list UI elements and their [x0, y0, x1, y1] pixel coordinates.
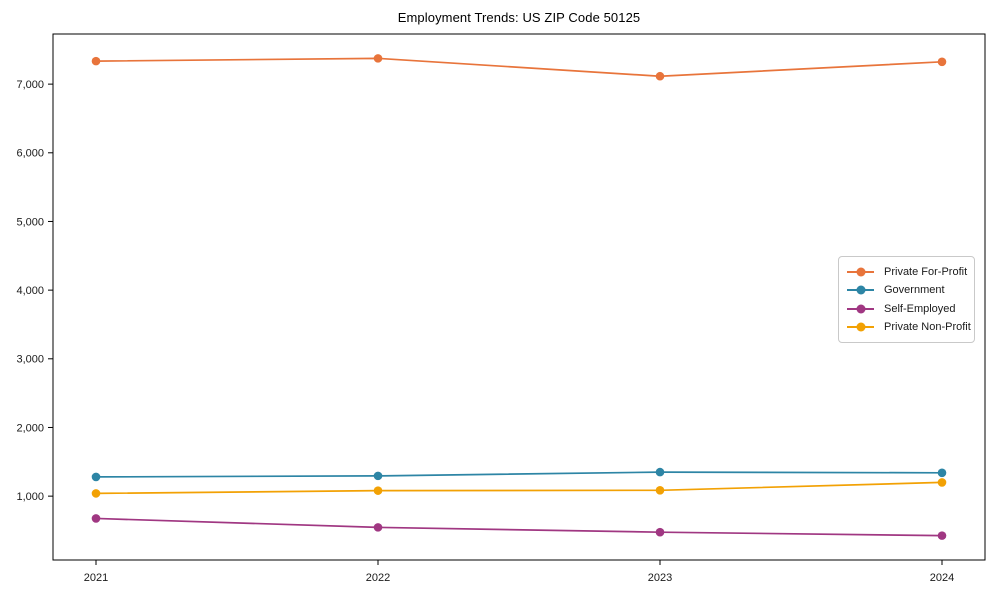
data-point-private-for-profit [91, 56, 101, 66]
series-line-private-for-profit [95, 57, 943, 78]
legend-swatch-icon [847, 304, 874, 314]
data-point-self-employed [91, 514, 101, 523]
data-point-government [937, 468, 947, 478]
data-point-private-for-profit [373, 54, 383, 63]
data-point-government [91, 472, 101, 482]
data-point-government [373, 471, 383, 481]
x-tick-label: 2023 [648, 572, 672, 584]
data-point-private-for-profit [655, 71, 665, 81]
data-point-private-non-profit [937, 478, 947, 487]
legend-swatch-icon [847, 322, 874, 332]
y-tick-label: 1,000 [16, 491, 44, 503]
legend-label: Private For-Profit [884, 266, 968, 279]
chart-title: Employment Trends: US ZIP Code 50125 [397, 10, 641, 25]
plot-border [52, 33, 986, 561]
data-point-private-non-profit [91, 489, 101, 498]
x-tick-label: 2024 [930, 572, 954, 584]
y-tick-label: 6,000 [16, 148, 44, 160]
y-tick-label: 3,000 [16, 354, 44, 366]
data-point-self-employed [655, 527, 665, 537]
y-tick-label: 4,000 [16, 285, 44, 297]
data-point-government [655, 467, 665, 477]
series-line-private-non-profit [95, 481, 943, 495]
data-point-private-non-profit [373, 486, 383, 495]
series-line-government [95, 471, 943, 478]
data-point-self-employed [373, 523, 383, 532]
legend-item-private-for-profit: Private For-Profit [847, 266, 968, 279]
legend-label: Government [884, 284, 945, 297]
legend-item-self-employed: Self-Employed [847, 303, 966, 315]
x-tick-label: 2021 [84, 572, 108, 584]
legend-item-private-non-profit: Private Non-Profit [847, 321, 971, 333]
legend-item-government: Government [847, 284, 966, 296]
legend-label: Private Non-Profit [884, 320, 971, 333]
legend: Private For-Profit Government Self-Employe… [838, 256, 975, 343]
x-tick-label: 2022 [366, 572, 390, 584]
series-line-self-employed [95, 517, 943, 537]
legend-label: Self-Employed [884, 302, 956, 315]
data-point-private-for-profit [937, 57, 947, 67]
y-tick-label: 7,000 [16, 79, 44, 91]
data-point-private-non-profit [655, 486, 665, 495]
legend-swatch-icon [847, 267, 874, 277]
data-point-self-employed [937, 531, 947, 540]
y-tick-label: 2,000 [16, 422, 44, 434]
y-tick-label: 5,000 [16, 216, 44, 228]
legend-swatch-icon [847, 285, 874, 295]
